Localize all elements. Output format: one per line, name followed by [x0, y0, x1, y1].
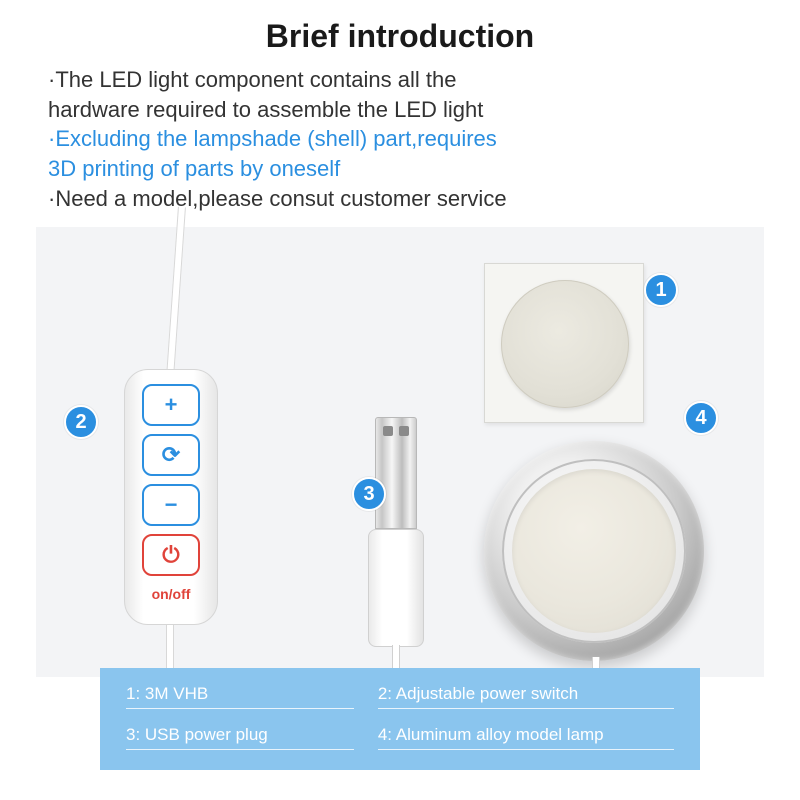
legend-item: 3: USB power plug — [126, 725, 354, 750]
brightness-down-button[interactable]: − — [142, 484, 200, 526]
intro-line: hardware required to assemble the LED li… — [48, 95, 752, 125]
intro-block: ·The LED light component contains all th… — [0, 65, 800, 221]
legend-panel: 1: 3M VHB 2: Adjustable power switch 3: … — [100, 668, 700, 770]
intro-line: ·Need a model,please consut customer ser… — [48, 184, 752, 214]
legend-item: 2: Adjustable power switch — [378, 684, 674, 709]
intro-line-highlight: ·Excluding the lampshade (shell) part,re… — [48, 124, 752, 154]
brightness-up-button[interactable]: + — [142, 384, 200, 426]
callout-badge-1: 1 — [644, 273, 678, 307]
legend-item: 1: 3M VHB — [126, 684, 354, 709]
intro-line: ·The LED light component contains all th… — [48, 65, 752, 95]
legend-item: 4: Aluminum alloy model lamp — [378, 725, 674, 750]
usb-plug — [366, 417, 426, 647]
intro-line-highlight: 3D printing of parts by oneself — [48, 154, 752, 184]
vhb-pad — [484, 263, 644, 423]
usb-metal-tip — [375, 417, 417, 529]
vhb-disc — [501, 280, 629, 408]
power-switch: + ⟳ − ⏻ on/off — [124, 369, 218, 625]
callout-badge-2: 2 — [64, 405, 98, 439]
power-button[interactable]: ⏻ — [142, 534, 200, 576]
callout-badge-4: 4 — [684, 401, 718, 435]
aluminum-lamp — [484, 441, 704, 661]
product-panel: + ⟳ − ⏻ on/off 1 2 3 4 — [36, 227, 764, 677]
usb-body — [368, 529, 424, 647]
mode-cycle-button[interactable]: ⟳ — [142, 434, 200, 476]
lamp-lens — [512, 469, 676, 633]
cable — [166, 207, 186, 377]
page-title: Brief introduction — [0, 0, 800, 65]
onoff-label: on/off — [152, 586, 191, 602]
